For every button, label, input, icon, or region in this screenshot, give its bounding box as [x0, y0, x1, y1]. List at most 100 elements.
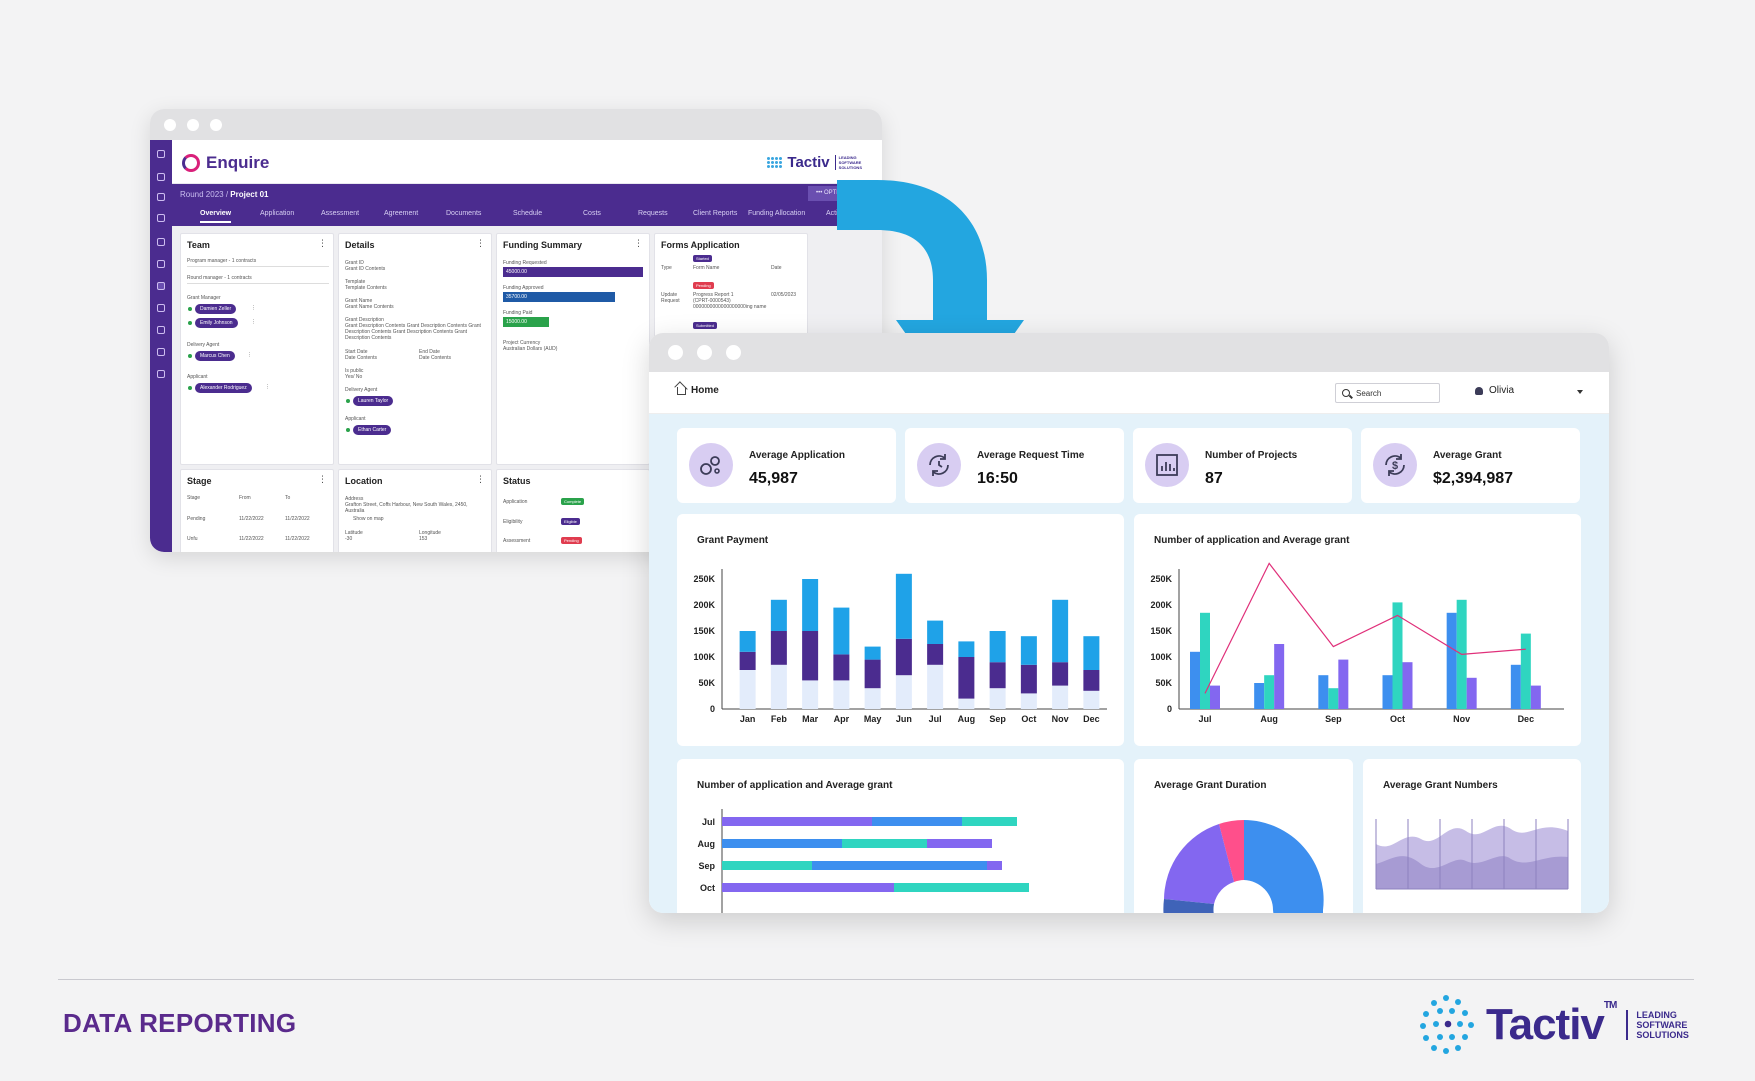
- x-tick-label: Jul: [929, 714, 942, 724]
- kebab-icon[interactable]: ⋮: [318, 238, 327, 248]
- kpi-card: Number of Projects 87: [1133, 428, 1352, 503]
- program-manager-select[interactable]: Program manager - 1 contracts: [187, 255, 329, 267]
- y-tick-label: 100K: [1150, 652, 1172, 662]
- person-chip[interactable]: Marcus Chen: [195, 351, 235, 361]
- user-name: Olivia: [1489, 385, 1515, 396]
- table-icon[interactable]: [157, 348, 165, 356]
- window-dot[interactable]: [726, 345, 741, 360]
- funding-requested-bar: 45000.00: [503, 267, 643, 277]
- x-tick-label: Dec: [1083, 714, 1100, 724]
- user-menu[interactable]: Olivia: [1475, 385, 1514, 396]
- bar: [833, 654, 850, 681]
- tab-application[interactable]: Application: [260, 210, 295, 217]
- round-manager-select[interactable]: Round manager - 1 contracts: [187, 272, 329, 284]
- chevron-down-icon[interactable]: [1577, 390, 1583, 394]
- table-cell[interactable]: Progress Report 1: [693, 292, 734, 298]
- home-link[interactable]: Home: [677, 385, 719, 396]
- donut-slice: [1219, 820, 1244, 882]
- kebab-icon[interactable]: ⋮: [476, 474, 485, 484]
- tab-agreement[interactable]: Agreement: [384, 210, 419, 217]
- check-icon[interactable]: [157, 326, 165, 334]
- bar: [862, 883, 894, 892]
- bar: [1020, 664, 1037, 694]
- tab-assessment[interactable]: Assessment: [321, 210, 360, 217]
- kebab-icon[interactable]: ⋮: [251, 305, 256, 311]
- window-dot[interactable]: [187, 118, 199, 131]
- window-dot[interactable]: [164, 118, 176, 131]
- dashboard-window: Home Search Olivia Average Application 4…: [649, 333, 1609, 913]
- enquire-logo: Enquire: [182, 153, 269, 173]
- y-tick-label: 100K: [693, 652, 715, 662]
- book-icon[interactable]: [157, 193, 165, 201]
- tab-costs[interactable]: Costs: [583, 210, 601, 217]
- field-label: Grant Description: [345, 317, 384, 323]
- status-badge: Submitted: [693, 322, 718, 329]
- tab-more[interactable]: Acti: [826, 210, 838, 217]
- bar: [987, 861, 1002, 870]
- kebab-icon[interactable]: ⋮: [265, 384, 270, 390]
- bar: [770, 599, 787, 631]
- status-label: Assessment: [503, 538, 531, 544]
- bar: [1318, 675, 1329, 709]
- field-label: Applicant: [187, 374, 208, 380]
- bookmark-icon[interactable]: [157, 214, 165, 222]
- export-icon[interactable]: [157, 370, 165, 378]
- tactiv-tagline: LEADING SOFTWARE SOLUTIONS: [834, 155, 862, 170]
- dashboard-body: Average Application 45,987 Average Reque…: [649, 414, 1609, 913]
- show-on-map-link[interactable]: Show on map: [353, 516, 384, 522]
- bar: [770, 631, 787, 665]
- tab-overview[interactable]: Overview: [200, 210, 232, 223]
- bar: [989, 662, 1006, 689]
- tab-requests[interactable]: Requests: [638, 210, 668, 217]
- breadcrumb: Round 2023 / Project 01: [180, 190, 269, 199]
- calendar-icon[interactable]: [157, 260, 165, 268]
- search-input[interactable]: Search: [1335, 383, 1440, 403]
- bubbles-icon: [689, 443, 733, 487]
- window-dot[interactable]: [697, 345, 712, 360]
- y-tick-label: 250K: [693, 574, 715, 584]
- person-chip[interactable]: Lauren Taylor: [353, 396, 394, 406]
- tab-client-reports[interactable]: Client Reports: [693, 210, 738, 217]
- funding-paid-bar: 15000.00: [503, 317, 549, 327]
- tab-documents[interactable]: Documents: [446, 210, 482, 217]
- layers-icon[interactable]: [157, 238, 165, 246]
- person-chip[interactable]: Emily Johnson: [195, 318, 238, 328]
- kebab-icon[interactable]: ⋮: [251, 319, 256, 325]
- table-cell: Update: [661, 292, 678, 298]
- person-chip[interactable]: Alexander Rodriguez: [195, 383, 252, 393]
- kebab-icon[interactable]: ⋮: [318, 474, 327, 484]
- bar: [1466, 677, 1477, 709]
- status-badge: Eligible: [561, 518, 580, 525]
- funding-approved-bar: 35700.00: [503, 292, 615, 302]
- y-tick-label: 0: [710, 704, 715, 714]
- x-tick-label: Aug: [1260, 714, 1278, 724]
- kebab-icon[interactable]: ⋮: [247, 352, 252, 358]
- window-dot[interactable]: [668, 345, 683, 360]
- table-cell: Request: [661, 298, 680, 304]
- card-title: Location: [345, 476, 383, 486]
- person-chip[interactable]: Ethan Carter: [353, 425, 392, 435]
- home-label: Home: [691, 385, 719, 396]
- breadcrumb-round[interactable]: Round 2023: [180, 190, 224, 199]
- grid-icon[interactable]: [157, 282, 165, 290]
- window-dot[interactable]: [210, 118, 222, 131]
- tab-bar: Overview Application Assessment Agreemen…: [172, 210, 882, 226]
- tab-schedule[interactable]: Schedule: [513, 210, 543, 217]
- home-icon[interactable]: [157, 173, 165, 181]
- x-tick-label: Jul: [1198, 714, 1211, 724]
- tab-funding-allocation[interactable]: Funding Allocation: [748, 210, 806, 217]
- kpi-value: 87: [1205, 470, 1223, 487]
- field-label: Delivery Agent: [187, 342, 220, 348]
- kpi-label: Average Grant: [1433, 450, 1502, 461]
- kpi-value: 16:50: [977, 470, 1018, 487]
- bar: [1382, 675, 1393, 709]
- tactiv-footer-logo: TactivTM LEADING SOFTWARE SOLUTIONS: [1418, 994, 1689, 1056]
- field-label: Is public: [345, 368, 364, 374]
- chevron-right-icon[interactable]: [157, 150, 165, 158]
- y-tick-label: 50K: [698, 678, 715, 688]
- kpi-card: $ Average Grant $2,394,987: [1361, 428, 1580, 503]
- search-doc-icon[interactable]: [157, 304, 165, 312]
- kebab-icon[interactable]: ⋮: [634, 238, 643, 248]
- person-chip[interactable]: Damien Zeller: [195, 304, 237, 314]
- kebab-icon[interactable]: ⋮: [476, 238, 485, 248]
